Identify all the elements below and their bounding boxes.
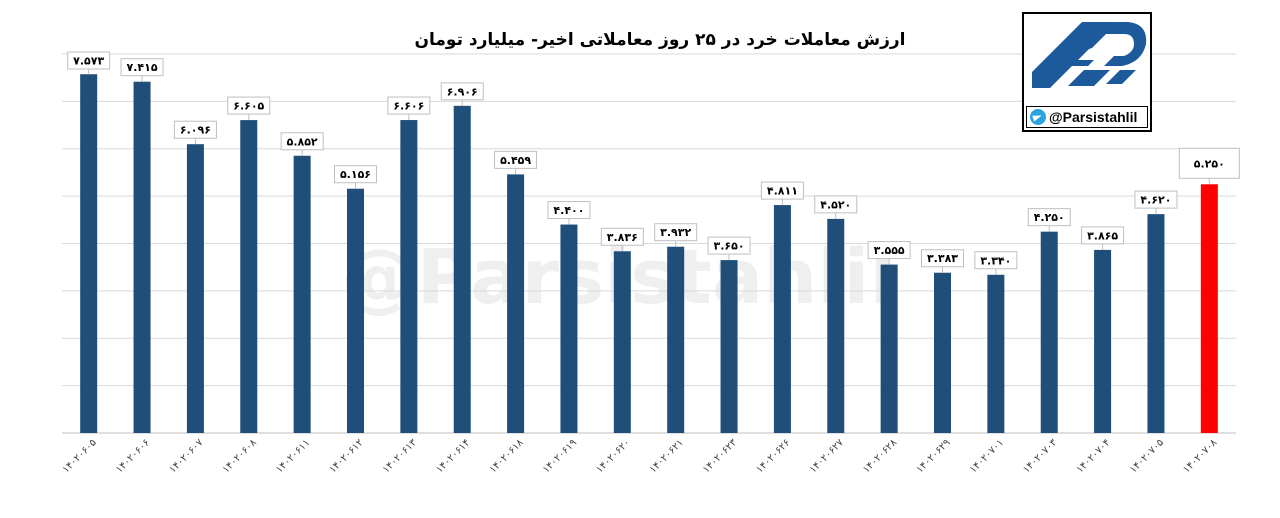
data-label: ۶.۶۰۵ <box>233 100 264 113</box>
logo-handle-text: @Parsistahlil <box>1049 109 1138 125</box>
bar <box>347 188 364 433</box>
data-labels: ۷.۵۷۳ ۷.۴۱۵ ۶.۰۹۶ ۶.۶۰۵ ۵.۸۵۲ ۵.۱۵۶ ۶.۶۰۶ ۶.۹۰۶… <box>67 51 1240 275</box>
x-tick-label: ۱۴۰۲۰۶۰۵ <box>61 437 99 475</box>
parsistahlil-logo-icon <box>1032 22 1147 88</box>
bar <box>1200 184 1218 433</box>
data-label: ۳.۶۵۰ <box>714 240 745 253</box>
x-tick-labels: ۱۴۰۲۰۶۰۵ ۱۴۰۲۰۶۰۶ ۱۴۰۲۰۶۰۷ ۱۴۰۲۰۶۰۸ ۱۴۰۲۰۶۱۱… <box>61 437 1220 476</box>
x-tick-label: ۱۴۰۲۰۶۱۱ <box>274 437 312 475</box>
data-label: ۵.۲۵۰ <box>1194 157 1225 170</box>
data-label-box <box>1027 208 1071 227</box>
x-tick-label: ۱۴۰۲۰۷۰۵ <box>1128 437 1166 475</box>
data-label-box <box>67 51 111 70</box>
x-tick-label: ۱۴۰۲۰۶۱۹ <box>541 437 579 475</box>
data-label-box <box>1134 190 1178 209</box>
data-label: ۵.۱۵۶ <box>340 168 371 181</box>
data-label-box <box>974 251 1018 270</box>
data-label: ۴.۸۱۱ <box>767 185 798 198</box>
bar <box>880 264 898 433</box>
bar <box>560 224 578 433</box>
data-label: ۳.۹۳۲ <box>660 226 691 239</box>
x-tick-label: ۱۴۰۲۰۷۰۱ <box>968 437 1006 475</box>
x-tick-label: ۱۴۰۲۰۶۲۱ <box>648 437 686 475</box>
data-label: ۶.۶۰۶ <box>393 100 424 113</box>
telegram-icon <box>1030 109 1046 125</box>
bar <box>507 174 525 433</box>
data-label-box <box>814 195 858 214</box>
bar <box>827 218 845 433</box>
x-tick-label: ۱۴۰۲۰۶۱۸ <box>488 437 527 476</box>
x-tick-label: ۱۴۰۲۰۶۲۹ <box>914 437 952 475</box>
data-label: ۳.۸۶۵ <box>1087 229 1118 242</box>
data-label-box <box>440 82 484 101</box>
data-label-box <box>707 236 751 255</box>
x-tick-label: ۱۴۰۲۰۶۱۴ <box>434 437 472 475</box>
bar <box>293 155 311 433</box>
x-tick-label: ۱۴۰۲۰۶۰۶ <box>114 437 152 475</box>
bar <box>773 205 791 433</box>
bar <box>613 251 631 433</box>
x-tick-label: ۱۴۰۲۰۷۰۴ <box>1075 437 1113 475</box>
data-label-box <box>494 150 538 169</box>
bar <box>720 260 738 433</box>
data-label-box <box>280 132 324 151</box>
data-label: ۳.۵۵۵ <box>874 244 905 257</box>
bar <box>987 274 1005 433</box>
data-label: ۴.۴۰۰ <box>553 204 584 217</box>
x-tick-label: ۱۴۰۲۰۶۲۰ <box>594 437 632 475</box>
data-label: ۳.۸۳۶ <box>607 231 638 244</box>
bar <box>934 272 951 433</box>
data-label-box <box>227 96 271 115</box>
data-label: ۳.۳۸۳ <box>927 252 958 265</box>
bar <box>1094 249 1112 433</box>
data-label: ۴.۶۲۰ <box>1140 194 1171 207</box>
logo-handle-bar: @Parsistahlil <box>1026 106 1148 128</box>
data-label: ۷.۵۷۳ <box>73 55 104 68</box>
data-label-box <box>173 120 217 139</box>
chart-title: ارزش معاملات خرد در ۲۵ روز معاملاتی اخیر… <box>415 30 906 50</box>
data-label-box <box>334 165 377 184</box>
data-label-box <box>760 181 804 200</box>
x-tick-label: ۱۴۰۲۰۶۲۸ <box>861 437 900 476</box>
data-label-box <box>654 223 698 242</box>
data-label: ۶.۹۰۶ <box>447 85 478 98</box>
bar <box>186 144 204 433</box>
bar <box>667 246 685 433</box>
data-label-box <box>120 58 164 77</box>
data-label: ۶.۰۹۶ <box>180 124 211 137</box>
data-label-box <box>600 227 644 246</box>
x-tick-label: ۱۴۰۲۰۶۲۷ <box>808 437 847 476</box>
data-label-box <box>867 241 911 260</box>
bar <box>453 105 471 433</box>
bar <box>400 120 418 434</box>
bars <box>80 74 1218 434</box>
x-tick-label: ۱۴۰۲۰۶۰۸ <box>221 437 260 476</box>
x-tick-label: ۱۴۰۲۰۶۲۳ <box>701 437 740 476</box>
data-label-box <box>1178 147 1240 179</box>
logo: @Parsistahlil <box>1022 12 1152 132</box>
x-tick-label: ۱۴۰۲۰۶۱۲ <box>327 437 365 475</box>
bar <box>1040 231 1058 433</box>
bar <box>133 81 151 433</box>
data-label-box <box>547 201 591 220</box>
data-label: ۳.۳۴۰ <box>980 254 1011 267</box>
data-label: ۴.۲۵۰ <box>1034 211 1065 224</box>
x-tick-label: ۱۴۰۲۰۶۱۳ <box>381 437 420 476</box>
bar <box>80 74 98 433</box>
x-tick-label: ۱۴۰۲۰۶۰۷ <box>167 437 206 476</box>
data-label-box <box>1081 226 1125 245</box>
data-label: ۵.۴۵۹ <box>500 154 531 167</box>
data-label: ۵.۸۵۲ <box>287 135 318 148</box>
data-label-box <box>387 96 431 115</box>
bar <box>1147 214 1165 433</box>
data-label: ۴.۵۲۰ <box>820 198 851 211</box>
bar <box>240 120 258 433</box>
x-tick-label: ۱۴۰۲۰۷۰۳ <box>1021 437 1060 476</box>
x-tick-label: ۱۴۰۲۰۶۲۶ <box>754 437 792 475</box>
data-label-box <box>921 249 964 268</box>
x-tick-label: ۱۴۰۲۰۷۰۸ <box>1181 437 1220 476</box>
data-label: ۷.۴۱۵ <box>127 61 158 74</box>
